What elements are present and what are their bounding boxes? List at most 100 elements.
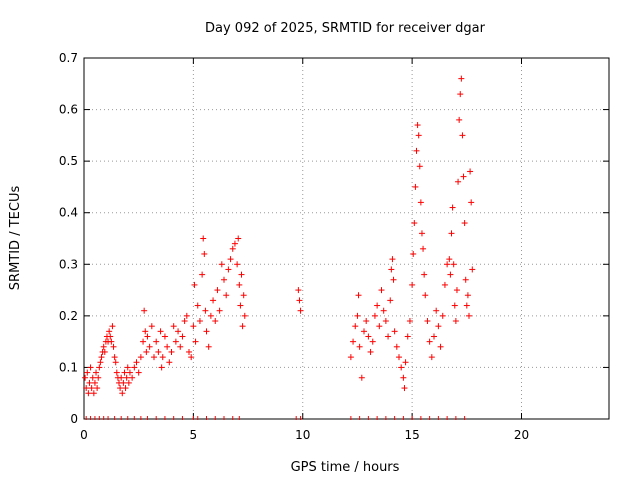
y-tick-label: 0.7 [59, 51, 78, 65]
data-point [188, 354, 195, 361]
data-point [391, 328, 398, 335]
data-point [85, 390, 92, 397]
data-point [90, 390, 97, 397]
data-point [166, 359, 173, 366]
data-point [439, 312, 446, 319]
data-point [223, 292, 230, 299]
data-point [388, 266, 395, 273]
data-point [89, 374, 96, 381]
data-point [151, 354, 157, 361]
data-point [117, 385, 124, 392]
data-point [140, 338, 147, 345]
data-point [122, 385, 129, 392]
y-tick-label: 0.2 [59, 309, 78, 323]
data-point [120, 379, 127, 386]
data-point [457, 91, 464, 98]
data-point [170, 323, 177, 330]
data-point [125, 379, 132, 386]
data-point [111, 354, 118, 361]
data-point [365, 333, 372, 340]
data-point [229, 245, 236, 252]
data-point [183, 312, 190, 319]
y-tick-label: 0.1 [59, 360, 78, 374]
data-point [371, 312, 378, 319]
data-point [205, 343, 212, 350]
data-point [396, 354, 402, 361]
data-point [369, 338, 376, 345]
data-point [401, 385, 408, 392]
data-point [422, 292, 429, 299]
data-point [447, 271, 454, 278]
data-point [241, 312, 248, 319]
data-point [91, 379, 98, 386]
data-point [297, 307, 304, 314]
y-tick-label: 0 [70, 412, 78, 426]
data-point [398, 364, 405, 371]
data-point [428, 354, 435, 361]
data-point [469, 266, 476, 273]
data-point [452, 318, 459, 325]
data-point [212, 318, 219, 325]
data-point [93, 369, 100, 376]
data-point [96, 364, 103, 371]
data-point [181, 318, 188, 325]
data-point [124, 364, 131, 371]
data-point [201, 250, 208, 257]
data-point [164, 343, 171, 350]
data-point [202, 307, 209, 314]
data-point [441, 281, 448, 288]
y-axis-label: SRMTID / TECUs [8, 186, 23, 291]
data-point [199, 271, 206, 278]
data-point [400, 374, 407, 381]
data-point [82, 374, 89, 381]
x-tick-label: 20 [514, 428, 529, 442]
data-point [433, 307, 440, 314]
data-point [461, 220, 468, 227]
data-point [157, 328, 164, 335]
data-point [402, 359, 409, 366]
x-tick-label: 15 [404, 428, 419, 442]
x-tick-label: 0 [80, 428, 88, 442]
data-point [131, 364, 138, 371]
data-point [200, 235, 207, 242]
data-point [87, 364, 94, 371]
plot-frame [83, 57, 610, 420]
data-point [420, 245, 427, 252]
data-point [417, 199, 424, 206]
data-point [141, 307, 148, 314]
data-point [216, 307, 223, 314]
data-point [467, 168, 474, 175]
data-point [190, 323, 197, 330]
data-point [168, 348, 175, 355]
data-point [100, 343, 107, 350]
data-point [389, 256, 396, 263]
x-axis-label: GPS time / hours [291, 460, 400, 475]
data-point [86, 379, 93, 386]
data-point [358, 374, 365, 381]
data-points [82, 75, 476, 420]
data-point [108, 338, 115, 345]
y-tick-label: 0.4 [59, 206, 78, 220]
data-point [347, 354, 354, 361]
data-point [84, 369, 91, 376]
data-point [144, 333, 151, 340]
data-point [95, 374, 102, 381]
data-point [458, 75, 465, 82]
data-point [352, 323, 359, 330]
data-point [448, 230, 455, 237]
data-point [390, 276, 397, 283]
data-point [137, 354, 144, 361]
data-point [177, 343, 184, 350]
data-point [356, 343, 363, 350]
data-point [155, 348, 162, 355]
data-point [172, 338, 179, 345]
data-point [239, 323, 246, 330]
data-point [186, 348, 192, 355]
data-point [435, 323, 442, 330]
data-point [404, 333, 411, 340]
data-point [119, 390, 126, 397]
data-point [194, 302, 201, 309]
data-point [414, 122, 421, 129]
y-tick-label: 0.5 [59, 154, 78, 168]
